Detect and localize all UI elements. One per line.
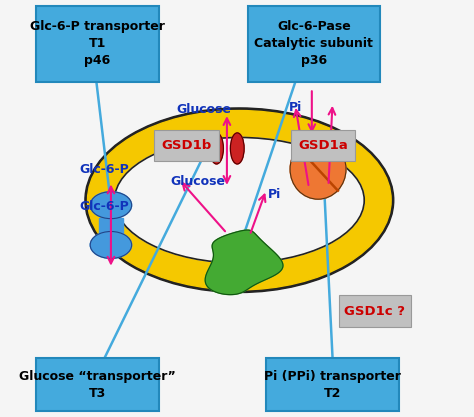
Text: Glc-6-P: Glc-6-P: [80, 200, 129, 213]
FancyBboxPatch shape: [247, 5, 380, 82]
Text: Glc-6-P: Glc-6-P: [80, 163, 129, 176]
Text: Pi: Pi: [268, 188, 281, 201]
Ellipse shape: [230, 133, 244, 164]
Ellipse shape: [88, 111, 391, 290]
Text: Glc-6-P transporter
T1
p46: Glc-6-P transporter T1 p46: [30, 20, 165, 68]
FancyBboxPatch shape: [291, 130, 356, 161]
FancyBboxPatch shape: [339, 296, 411, 327]
FancyBboxPatch shape: [155, 130, 219, 161]
Ellipse shape: [114, 138, 364, 263]
FancyBboxPatch shape: [36, 358, 159, 412]
Ellipse shape: [90, 231, 132, 259]
Ellipse shape: [210, 133, 223, 164]
Text: Pi: Pi: [289, 100, 302, 113]
FancyBboxPatch shape: [36, 5, 159, 82]
Text: Glucose: Glucose: [177, 103, 232, 116]
Text: Pi (PPi) transporter
T2: Pi (PPi) transporter T2: [264, 369, 401, 399]
Text: GSD1a: GSD1a: [298, 139, 348, 152]
Text: Glucose: Glucose: [171, 175, 226, 188]
Polygon shape: [100, 218, 122, 233]
Ellipse shape: [85, 108, 394, 292]
Text: GSD1c ?: GSD1c ?: [345, 304, 405, 317]
Ellipse shape: [290, 139, 346, 199]
Polygon shape: [205, 230, 283, 295]
Text: Glucose “transporter”
T3: Glucose “transporter” T3: [19, 369, 176, 399]
Text: Glc-6-Pase
Catalytic subunit
p36: Glc-6-Pase Catalytic subunit p36: [255, 20, 374, 68]
Text: GSD1b: GSD1b: [162, 139, 212, 152]
Ellipse shape: [90, 192, 132, 219]
FancyBboxPatch shape: [266, 358, 399, 412]
